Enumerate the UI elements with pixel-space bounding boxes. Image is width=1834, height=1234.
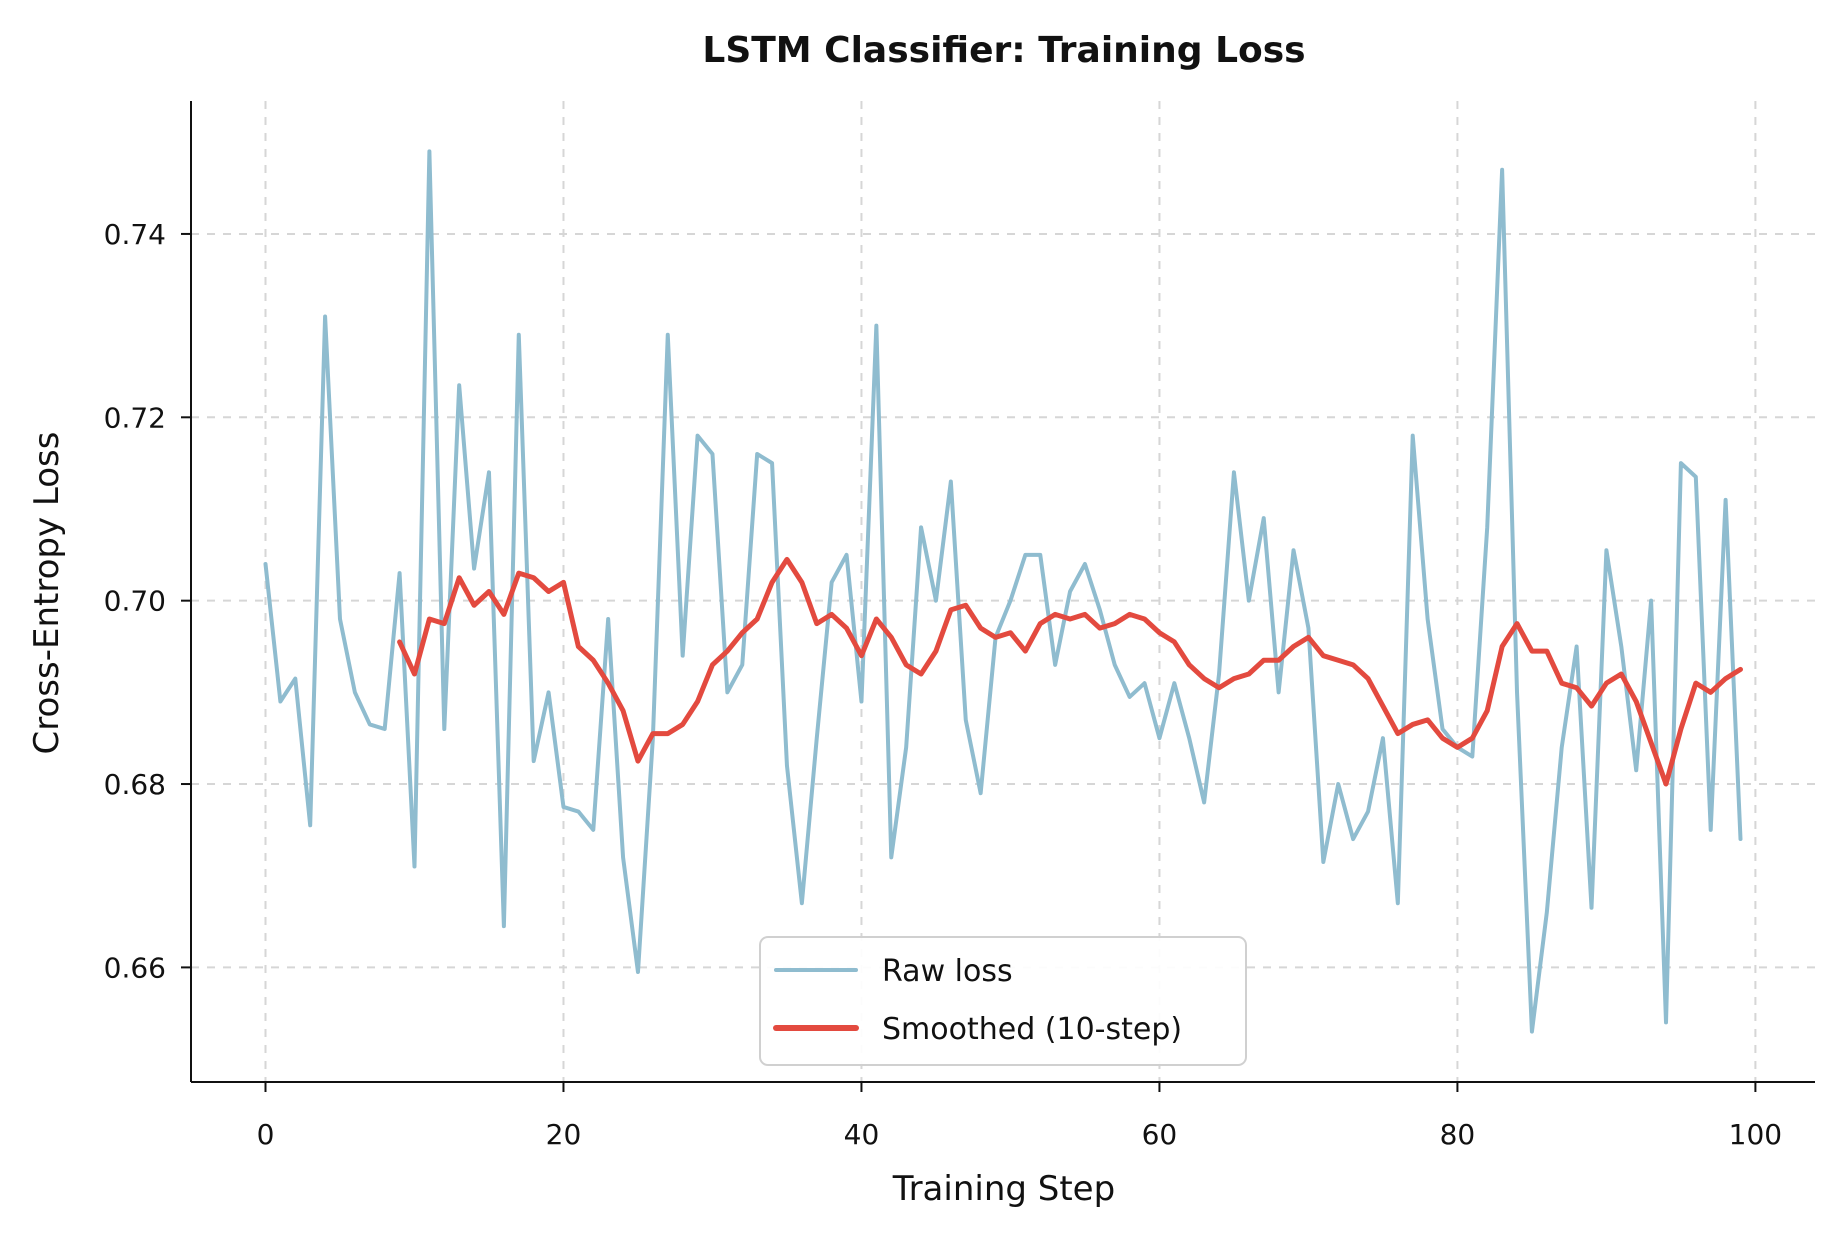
smoothed-loss-line [397, 556, 1743, 787]
x-tick-label-1: 20 [546, 1118, 582, 1151]
axes-layer [190, 101, 1815, 1083]
y-tick-label-1: 0.68 [104, 768, 166, 801]
tick-layer: 0 20 40 60 80 100 0.66 0.68 0.70 0.72 0.74 [104, 218, 1782, 1151]
legend-raw-loss-label: Raw loss [882, 954, 1013, 989]
y-axis-label: Cross-Entropy Loss [27, 432, 67, 755]
chart-legend: Raw loss Smoothed (10-step) [759, 936, 1247, 1066]
x-axis-label: Training Step [892, 1169, 1115, 1209]
x-tick-label-2: 40 [844, 1118, 880, 1151]
series-layer [263, 149, 1743, 1034]
chart-title: LSTM Classifier: Training Loss [702, 30, 1305, 71]
x-tick-label-5: 100 [1729, 1118, 1782, 1151]
y-tick-label-3: 0.72 [104, 401, 166, 434]
y-tick-label-0: 0.66 [104, 951, 166, 984]
y-tick-label-2: 0.70 [104, 585, 166, 618]
x-tick-label-4: 80 [1440, 1118, 1476, 1151]
legend-smoothed-label: Smoothed (10-step) [882, 1012, 1182, 1047]
grid-layer [191, 101, 1815, 1082]
raw-loss-line [263, 149, 1743, 1034]
legend-box [759, 936, 1247, 1066]
x-tick-label-3: 60 [1142, 1118, 1178, 1151]
x-tick-label-0: 0 [257, 1118, 275, 1151]
y-tick-label-4: 0.74 [104, 218, 166, 251]
